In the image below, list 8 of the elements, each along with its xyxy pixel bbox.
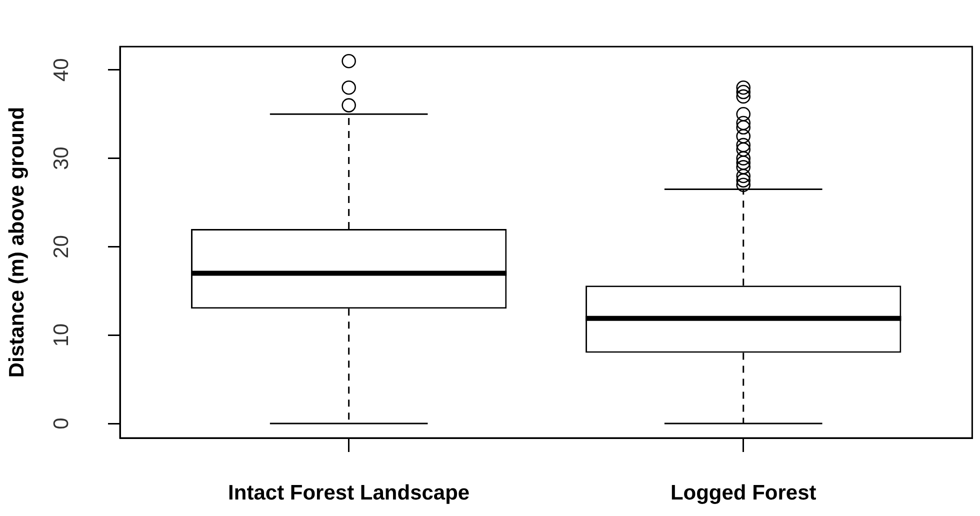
y-tick-label: 10: [50, 323, 74, 347]
y-tick-label: 40: [50, 58, 74, 82]
x-tick-label: Logged Forest: [670, 481, 816, 504]
y-tick-label: 0: [50, 418, 74, 430]
x-tick-label: Intact Forest Landscape: [228, 481, 470, 504]
y-tick-label: 20: [50, 235, 74, 258]
y-tick-label: 30: [50, 146, 74, 170]
y-axis-title: Distance (m) above ground: [5, 106, 28, 378]
